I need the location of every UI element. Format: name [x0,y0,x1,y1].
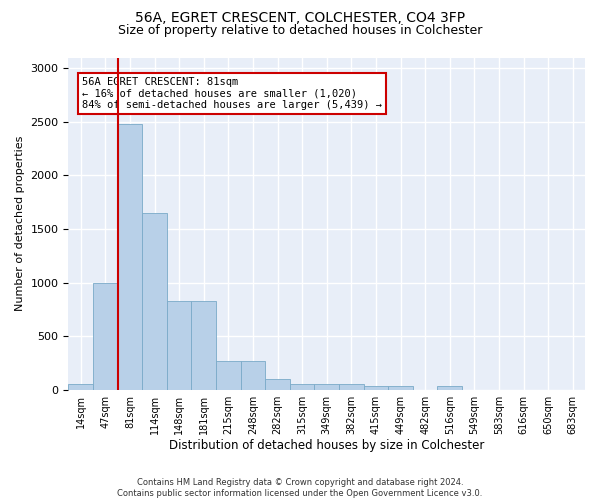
Bar [167,301,191,390]
Y-axis label: Number of detached properties: Number of detached properties [15,136,25,312]
Text: 56A EGRET CRESCENT: 81sqm
← 16% of detached houses are smaller (1,020)
84% of se: 56A EGRET CRESCENT: 81sqm ← 16% of detac… [82,77,382,110]
X-axis label: Distribution of detached houses by size in Colchester: Distribution of detached houses by size … [169,440,484,452]
Bar [314,384,339,390]
Bar [216,362,241,390]
Text: 56A, EGRET CRESCENT, COLCHESTER, CO4 3FP: 56A, EGRET CRESCENT, COLCHESTER, CO4 3FP [135,11,465,25]
Bar [142,213,167,390]
Bar [339,384,364,390]
Bar [241,362,265,390]
Bar [191,301,216,390]
Bar [437,386,462,390]
Bar [265,379,290,390]
Bar [364,386,388,390]
Bar [68,384,93,390]
Bar [118,124,142,390]
Text: Size of property relative to detached houses in Colchester: Size of property relative to detached ho… [118,24,482,37]
Bar [93,282,118,390]
Bar [388,386,413,390]
Bar [290,384,314,390]
Text: Contains HM Land Registry data © Crown copyright and database right 2024.
Contai: Contains HM Land Registry data © Crown c… [118,478,482,498]
